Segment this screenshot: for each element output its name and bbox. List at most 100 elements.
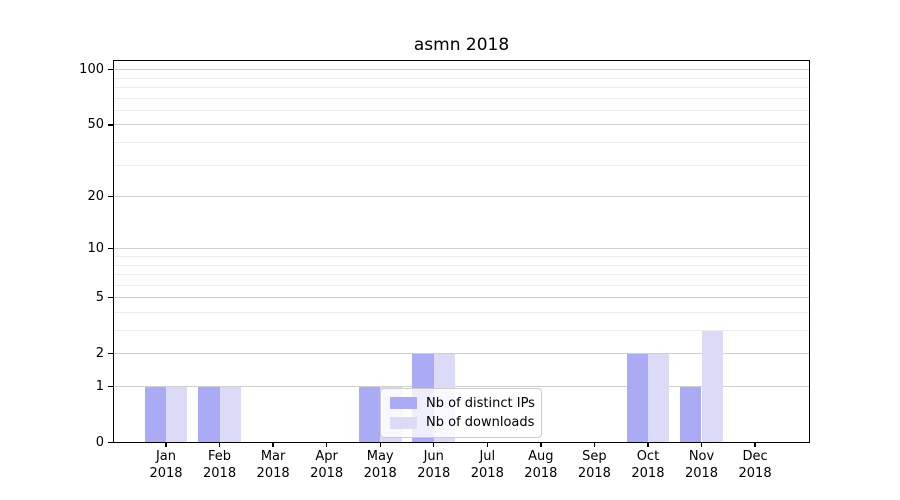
minor-gridline-40: [114, 142, 809, 144]
bar-distinct-ips-nov: [680, 386, 702, 442]
x-tick-label-oct: Oct 2018: [616, 448, 680, 482]
x-tick-mark-oct: [647, 442, 649, 447]
x-tick-year: 2018: [310, 466, 344, 481]
x-tick-year: 2018: [631, 466, 665, 481]
legend-label-downloads: Nb of downloads: [426, 415, 535, 431]
major-gridline-20: [114, 196, 809, 198]
minor-gridline-70: [114, 97, 809, 99]
y-tick-label-20: 20: [87, 188, 104, 204]
major-gridline-5: [114, 297, 809, 299]
legend-swatch-downloads: [390, 416, 417, 429]
x-tick-label-sep: Sep 2018: [562, 448, 626, 482]
y-tick-mark-50: [108, 124, 113, 126]
x-tick-mark-jan: [165, 442, 167, 447]
minor-gridline-3: [114, 330, 809, 332]
bar-distinct-ips-oct: [626, 353, 648, 442]
legend-entry-distinct-ips: Nb of distinct IPs: [390, 395, 535, 411]
x-tick-month: Nov: [688, 449, 715, 464]
x-tick-month: Mar: [260, 449, 286, 464]
y-tick-label-1: 1: [95, 378, 104, 394]
chart-title: asmn 2018: [413, 35, 510, 55]
x-tick-mark-mar: [272, 442, 274, 447]
x-tick-year: 2018: [256, 466, 290, 481]
bar-distinct-ips-jan: [144, 386, 166, 442]
bar-distinct-ips-may: [358, 386, 381, 442]
x-tick-month: Oct: [636, 449, 660, 464]
x-tick-year: 2018: [684, 466, 719, 481]
x-tick-label-mar: Mar 2018: [241, 448, 305, 482]
x-tick-year: 2018: [738, 466, 772, 481]
legend-entry-downloads: Nb of downloads: [390, 415, 535, 431]
y-tick-mark-10: [108, 248, 113, 250]
x-tick-label-jul: Jul 2018: [455, 448, 519, 482]
y-tick-mark-1: [108, 385, 113, 388]
bar-downloads-feb: [219, 386, 241, 442]
minor-gridline-4: [114, 311, 809, 313]
x-tick-month: Sep: [582, 449, 607, 464]
x-tick-mark-apr: [325, 442, 328, 447]
bar-distinct-ips-feb: [198, 386, 220, 442]
minor-gridline-90: [114, 77, 809, 79]
x-tick-mark-nov: [700, 442, 703, 447]
plot-area: [113, 60, 810, 443]
x-tick-mark-aug: [540, 442, 542, 447]
major-gridline-100: [114, 69, 809, 71]
x-tick-label-apr: Apr 2018: [295, 448, 359, 482]
x-tick-mark-feb: [218, 442, 221, 447]
minor-gridline-60: [114, 109, 809, 111]
legend-label-distinct-ips: Nb of distinct IPs: [426, 395, 535, 411]
bar-downloads-jan: [166, 386, 188, 442]
x-tick-label-aug: Aug 2018: [509, 448, 573, 482]
x-tick-label-nov: Nov 2018: [670, 448, 734, 482]
x-tick-mark-jun: [433, 442, 435, 447]
x-tick-month: Aug: [528, 449, 554, 464]
major-gridline-1: [114, 386, 809, 387]
y-tick-label-100: 100: [79, 61, 104, 77]
x-tick-label-feb: Feb 2018: [188, 448, 252, 482]
x-tick-year: 2018: [203, 466, 237, 481]
y-tick-label-5: 5: [95, 289, 104, 305]
x-tick-label-jan: Jan 2018: [134, 448, 198, 482]
legend-swatch-distinct-ips: [390, 397, 417, 410]
minor-gridline-9: [114, 256, 809, 257]
x-tick-label-may: May 2018: [348, 448, 412, 482]
y-tick-mark-5: [108, 297, 113, 299]
x-tick-mark-jul: [486, 442, 488, 447]
minor-gridline-80: [114, 87, 809, 89]
x-tick-month: Feb: [208, 449, 232, 464]
y-tick-label-0: 0: [95, 434, 104, 450]
x-tick-year: 2018: [417, 466, 451, 481]
x-tick-month: Jun: [423, 449, 444, 464]
y-tick-mark-100: [108, 68, 113, 71]
x-tick-mark-may: [379, 442, 381, 447]
minor-gridline-8: [114, 264, 809, 266]
x-tick-label-jun: Jun 2018: [402, 448, 466, 482]
x-tick-year: 2018: [524, 466, 558, 481]
y-tick-label-2: 2: [95, 345, 104, 361]
x-tick-month: Dec: [742, 449, 768, 464]
x-tick-mark-dec: [754, 442, 756, 447]
major-gridline-50: [114, 124, 809, 126]
legend: Nb of distinct IPs Nb of downloads: [380, 388, 542, 438]
y-tick-mark-20: [108, 195, 113, 198]
minor-gridline-7: [114, 274, 809, 276]
y-tick-mark-2: [108, 353, 113, 355]
bar-downloads-nov: [701, 330, 723, 442]
x-tick-year: 2018: [470, 466, 504, 481]
y-tick-mark-0: [108, 441, 113, 444]
x-tick-month: Jan: [155, 449, 177, 464]
bar-downloads-oct: [647, 353, 670, 442]
y-tick-label-10: 10: [87, 240, 104, 256]
y-tick-label-50: 50: [87, 116, 104, 132]
x-tick-mark-sep: [593, 442, 596, 447]
x-tick-month: Jul: [479, 449, 496, 464]
x-tick-year: 2018: [149, 466, 183, 481]
x-tick-month: Apr: [315, 449, 338, 464]
x-tick-month: May: [366, 449, 394, 464]
x-tick-year: 2018: [577, 466, 611, 481]
minor-gridline-30: [114, 164, 809, 166]
major-gridline-10: [114, 248, 809, 250]
minor-gridline-6: [114, 284, 809, 286]
x-tick-year: 2018: [363, 466, 397, 481]
